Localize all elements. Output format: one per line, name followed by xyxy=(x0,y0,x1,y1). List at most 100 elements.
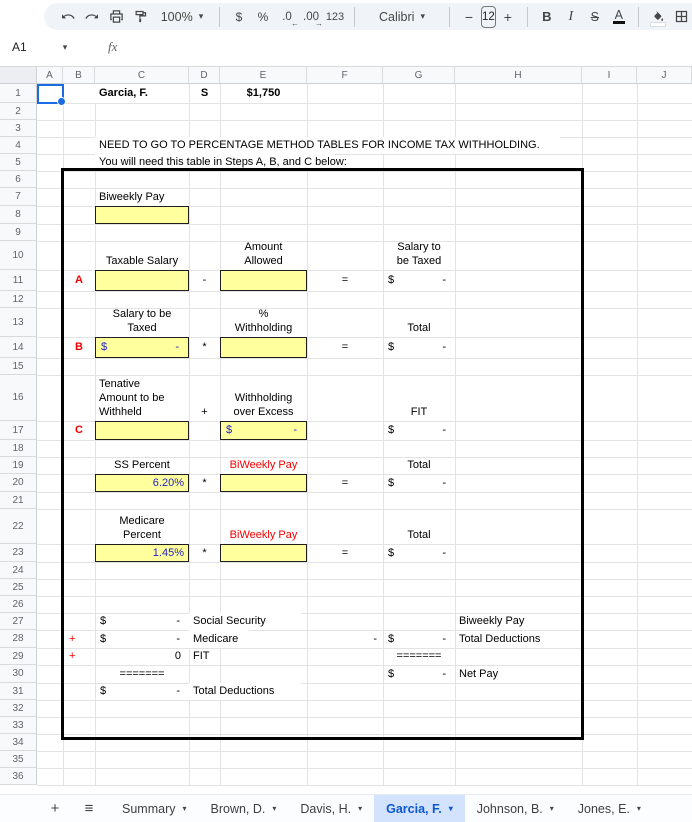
cell-D23[interactable]: * xyxy=(202,546,207,559)
all-sheets-button[interactable]: ≡ xyxy=(84,800,94,817)
cell-C23-input[interactable]: 1.45% xyxy=(95,544,189,562)
row-header-7[interactable]: 7 xyxy=(0,188,37,206)
cell-E19[interactable]: BiWeekly Pay xyxy=(229,459,298,471)
cell-F14[interactable]: = xyxy=(341,341,349,353)
cell-E16[interactable]: Withholding over Excess xyxy=(233,392,294,418)
cell-F20[interactable]: = xyxy=(341,476,349,489)
cell-D29[interactable]: FIT xyxy=(193,650,210,662)
cell-E10[interactable]: Amount Allowed xyxy=(244,241,283,267)
cell-D28[interactable]: Medicare xyxy=(189,630,249,648)
cell-D16[interactable]: + xyxy=(201,406,208,418)
cell-C7[interactable]: Biweekly Pay xyxy=(99,190,165,203)
number-format-button[interactable]: 123 xyxy=(325,10,345,23)
row-header-15[interactable]: 15 xyxy=(0,358,37,375)
column-header-D[interactable]: D xyxy=(189,66,220,84)
column-header-B[interactable]: B xyxy=(63,66,95,84)
paint-format-button[interactable] xyxy=(128,5,152,29)
row-header-18[interactable]: 18 xyxy=(0,440,37,457)
row-header-17[interactable]: 17 xyxy=(0,421,37,440)
bold-button[interactable]: B xyxy=(542,9,552,24)
cell-C22[interactable]: Medicare Percent xyxy=(119,515,165,541)
cell-C11-input[interactable] xyxy=(95,270,189,291)
borders-button[interactable] xyxy=(670,5,692,29)
cell-F23[interactable]: = xyxy=(341,546,349,559)
zoom-select[interactable]: 100% ▾ xyxy=(152,5,212,29)
cell-E22[interactable]: BiWeekly Pay xyxy=(229,529,298,541)
font-size-increase-button[interactable]: + xyxy=(503,8,512,25)
row-header-9[interactable]: 9 xyxy=(0,224,37,241)
row-header-33[interactable]: 33 xyxy=(0,717,37,734)
tab-brown-d[interactable]: Brown, D. ▾ xyxy=(210,801,277,816)
font-size-input[interactable]: 12 xyxy=(481,5,496,28)
selected-cell-A1[interactable] xyxy=(37,84,66,106)
font-size-decrease-button[interactable]: − xyxy=(464,8,474,25)
row-header-3[interactable]: 3 xyxy=(0,120,37,137)
cell-C17-input[interactable] xyxy=(95,421,189,440)
cell-E13[interactable]: % Withholding xyxy=(234,308,293,334)
column-header-A[interactable]: A xyxy=(37,66,63,84)
cell-G14[interactable]: $ - xyxy=(388,341,446,353)
cell-D31[interactable]: Total Deductions xyxy=(189,683,301,700)
row-header-34[interactable]: 34 xyxy=(0,734,37,751)
cell-E11-input[interactable] xyxy=(220,270,307,291)
row-header-31[interactable]: 31 xyxy=(0,683,37,700)
cell-C8-input[interactable] xyxy=(95,206,189,224)
cell-D27[interactable]: Social Security xyxy=(189,613,301,630)
row-header-25[interactable]: 25 xyxy=(0,579,37,596)
row-header-14[interactable]: 14 xyxy=(0,337,37,358)
cell-C28[interactable]: $ - xyxy=(100,632,180,645)
cell-G30[interactable]: $ - xyxy=(388,667,446,680)
cell-D11[interactable]: - xyxy=(202,274,207,286)
cell-B17[interactable]: C xyxy=(75,424,83,436)
row-header-27[interactable]: 27 xyxy=(0,613,37,630)
row-header-13[interactable]: 13 xyxy=(0,308,37,337)
cell-E14-input[interactable] xyxy=(220,337,307,358)
cell-C4[interactable]: NEED TO GO TO PERCENTAGE METHOD TABLES F… xyxy=(95,137,560,154)
cell-H30[interactable]: Net Pay xyxy=(459,667,499,680)
format-currency-button[interactable]: $ xyxy=(235,9,243,24)
decrease-decimal-button[interactable]: .0 ← xyxy=(282,10,299,28)
cell-C13[interactable]: Salary to be Taxed xyxy=(112,308,172,334)
text-color-button[interactable]: A xyxy=(607,5,631,29)
cell-C14-input[interactable]: $ - xyxy=(95,337,189,358)
row-header-22[interactable]: 22 xyxy=(0,509,37,544)
cell-C16[interactable]: Tenative Amount to be Withheld xyxy=(99,378,165,418)
cell-H27[interactable]: Biweekly Pay xyxy=(459,615,525,627)
row-header-35[interactable]: 35 xyxy=(0,751,37,768)
cell-D14[interactable]: * xyxy=(202,341,207,353)
cell-B11[interactable]: A xyxy=(75,274,83,286)
cell-G23[interactable]: $ - xyxy=(388,546,446,559)
fill-color-button[interactable] xyxy=(646,5,670,29)
row-header-32[interactable]: 32 xyxy=(0,700,37,717)
column-header-I[interactable]: I xyxy=(582,66,637,84)
cell-E23-input[interactable] xyxy=(220,544,307,562)
row-header-21[interactable]: 21 xyxy=(0,492,37,509)
row-header-26[interactable]: 26 xyxy=(0,596,37,613)
cell-B14[interactable]: B xyxy=(75,341,83,353)
row-header-24[interactable]: 24 xyxy=(0,562,37,579)
format-percent-button[interactable]: % xyxy=(257,9,269,24)
tab-davis-h[interactable]: Davis, H. ▾ xyxy=(300,801,363,816)
cell-G17[interactable]: $ - xyxy=(388,424,446,436)
cell-B29[interactable]: + xyxy=(69,650,76,662)
select-all-corner[interactable] xyxy=(0,66,37,84)
increase-decimal-button[interactable]: .00 → xyxy=(303,10,323,28)
cell-C10[interactable]: Taxable Salary xyxy=(105,255,179,267)
row-header-23[interactable]: 23 xyxy=(0,544,37,562)
tab-summary[interactable]: Summary ▾ xyxy=(122,801,187,816)
row-header-1[interactable]: 1 xyxy=(0,84,37,103)
row-header-8[interactable]: 8 xyxy=(0,206,37,224)
tab-jones-e[interactable]: Jones, E. ▾ xyxy=(577,801,641,816)
cell-C1[interactable]: Garcia, F. xyxy=(95,84,189,103)
cell-G16[interactable]: FIT xyxy=(410,406,428,418)
column-header-H[interactable]: H xyxy=(455,66,582,84)
name-box[interactable]: A1 ▾ xyxy=(0,40,108,54)
row-header-20[interactable]: 20 xyxy=(0,474,37,492)
cell-G10[interactable]: Salary to be Taxed xyxy=(396,241,442,267)
cell-B28[interactable]: + xyxy=(69,632,76,645)
cell-G11[interactable]: $ - xyxy=(388,274,446,286)
cell-C5[interactable]: You will need this table in Steps A, B, … xyxy=(95,154,347,171)
print-button[interactable] xyxy=(104,5,128,29)
tab-johnson-b[interactable]: Johnson, B. ▾ xyxy=(476,801,554,816)
row-header-12[interactable]: 12 xyxy=(0,291,37,308)
